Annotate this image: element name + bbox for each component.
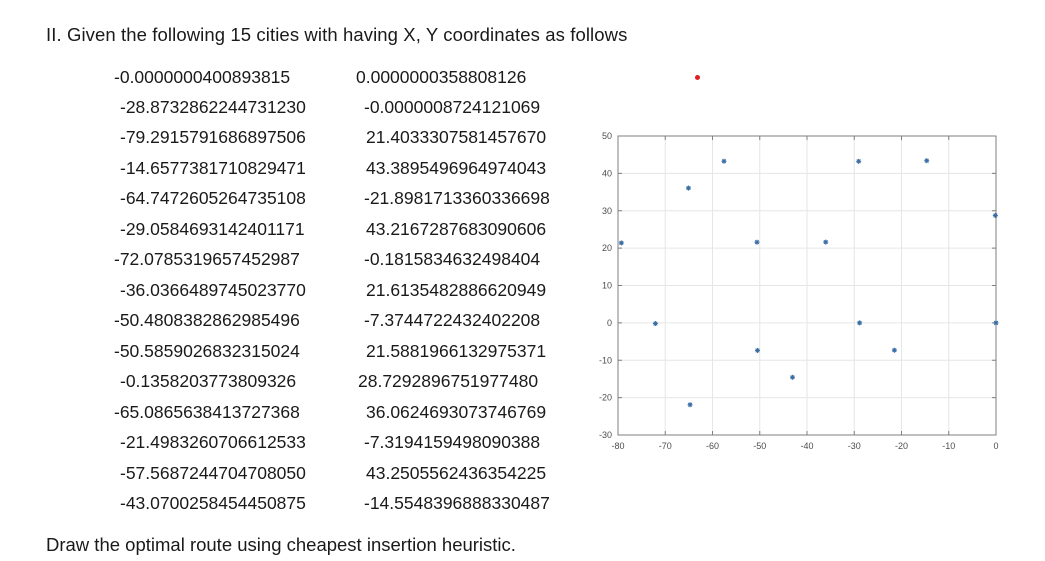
city-marker	[687, 402, 693, 408]
problem-instruction: Draw the optimal route using cheapest in…	[46, 534, 516, 555]
y-tick-label: 10	[602, 281, 612, 291]
y-tick-label: -10	[599, 355, 612, 365]
x-coordinate: -0.0000000400893815	[114, 67, 291, 87]
city-marker	[992, 212, 998, 218]
y-coordinate: 28.7292896751977480	[358, 371, 539, 391]
y-coordinate: 0.0000000358808126	[356, 67, 527, 87]
x-tick-label: -20	[895, 441, 908, 451]
y-coordinate: 43.3895496964974043	[366, 158, 547, 178]
x-tick-label: -50	[753, 441, 766, 451]
city-marker	[685, 185, 691, 191]
x-tick-label: -40	[800, 441, 813, 451]
x-coordinate: -57.5687244704708050	[120, 463, 306, 483]
x-coordinate: -43.0700258454450875	[120, 493, 306, 513]
y-coordinate: 43.2505562436354225	[366, 463, 547, 483]
x-coordinate: -50.4808382862985496	[114, 310, 300, 330]
y-coordinate: 21.6135482886620949	[366, 280, 547, 300]
x-coordinate: -79.2915791686897506	[120, 127, 306, 147]
x-tick-label: -10	[942, 441, 955, 451]
x-tick-label: -80	[611, 441, 624, 451]
y-coordinate: 21.4033307581457670	[366, 127, 547, 147]
x-coordinate: -29.0584693142401171	[120, 219, 305, 239]
city-marker	[993, 320, 999, 326]
y-coordinate: -7.3744722432402208	[364, 310, 541, 330]
y-tick-label: 50	[602, 131, 612, 141]
y-tick-label: -30	[599, 430, 612, 440]
x-coordinate: -21.4983260706612533	[120, 432, 306, 452]
x-tick-label: -60	[706, 441, 719, 451]
city-marker	[789, 374, 795, 380]
x-coordinate: -14.6577381710829471	[120, 158, 306, 178]
city-marker	[754, 347, 760, 353]
city-marker	[754, 239, 760, 245]
y-tick-label: 30	[602, 206, 612, 216]
y-tick-label: 40	[602, 168, 612, 178]
x-coordinate: -28.8732862244731230	[120, 97, 306, 117]
red-dot-marker	[695, 75, 700, 80]
x-tick-label: -70	[659, 441, 672, 451]
x-coordinate: -64.7472605264735108	[120, 188, 306, 208]
city-marker	[721, 158, 727, 164]
city-marker	[857, 320, 863, 326]
x-coordinate: -36.0366489745023770	[120, 280, 306, 300]
y-coordinate: 21.5881966132975371	[366, 341, 547, 361]
y-tick-label: 20	[602, 243, 612, 253]
x-tick-label: -30	[848, 441, 861, 451]
city-marker	[652, 321, 658, 327]
city-marker	[618, 240, 624, 246]
y-coordinate: -0.1815834632498404	[364, 249, 541, 269]
y-coordinate: -7.3194159498090388	[364, 432, 541, 452]
y-coordinate: 36.0624693073746769	[366, 402, 547, 422]
y-coordinate: 43.2167287683090606	[366, 219, 547, 239]
problem-title: II. Given the following 15 cities with h…	[46, 24, 628, 45]
x-coordinate: -0.1358203773809326	[120, 371, 297, 391]
y-coordinate: -14.5548396888330487	[364, 493, 550, 513]
x-coordinate: -50.5859026832315024	[114, 341, 300, 361]
x-coordinate: -65.0865638413727368	[114, 402, 300, 422]
y-tick-label: 0	[607, 318, 612, 328]
x-tick-label: 0	[993, 441, 998, 451]
city-marker	[856, 158, 862, 164]
x-coordinate: -72.0785319657452987	[114, 249, 300, 269]
city-marker	[823, 239, 829, 245]
city-marker	[924, 158, 930, 164]
y-tick-label: -20	[599, 393, 612, 403]
city-marker	[891, 347, 897, 353]
y-coordinate: -21.8981713360336698	[364, 188, 550, 208]
y-coordinate: -0.0000008724121069	[364, 97, 541, 117]
